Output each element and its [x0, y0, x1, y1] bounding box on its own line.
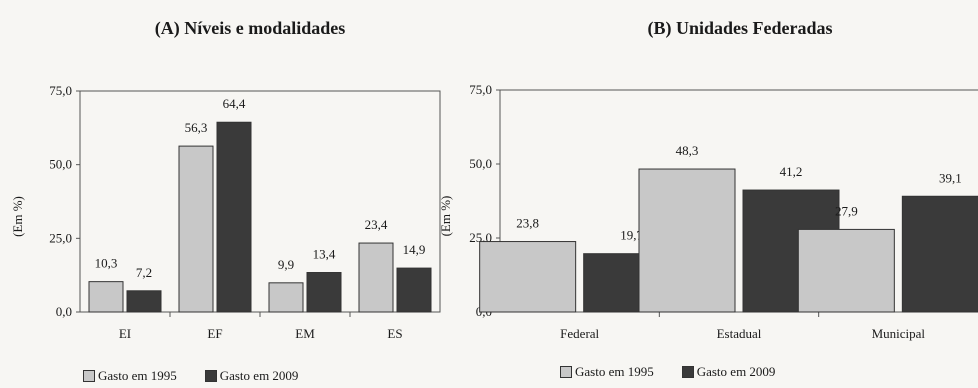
chart-a-title: (A) Níveis e modalidades	[154, 18, 346, 38]
bar-1995	[178, 145, 214, 313]
y-tick-label: 25,0	[49, 230, 72, 245]
y-tick-label: 50,0	[49, 157, 72, 172]
chart-a-legend: Gasto em 1995 Gasto em 2009	[83, 368, 298, 384]
bar-2009	[126, 290, 162, 313]
y-axis-label: (Em %)	[438, 196, 453, 237]
bar-1995	[268, 282, 304, 313]
data-label: 48,3	[676, 143, 699, 158]
chart-b-title: (B) Unidades Federadas	[647, 18, 833, 38]
legend-item-2009: Gasto em 2009	[681, 364, 776, 380]
bar-1995	[358, 242, 394, 313]
legend-item-2009: Gasto em 2009	[204, 368, 299, 384]
y-axis-label: (Em %)	[10, 196, 25, 237]
data-label: 64,4	[223, 96, 246, 111]
bar-1995	[638, 168, 736, 313]
data-label: 39,1	[939, 170, 962, 185]
bar-2009	[306, 272, 342, 313]
y-tick-label: 75,0	[469, 82, 492, 97]
x-tick-label: Municipal	[872, 326, 926, 341]
data-label: 27,9	[835, 203, 858, 218]
bar-2009	[216, 121, 252, 313]
y-tick-label: 0,0	[56, 304, 72, 319]
data-label: 23,4	[365, 217, 388, 232]
data-label: 41,2	[780, 164, 803, 179]
data-label: 14,9	[403, 242, 426, 257]
data-label: 10,3	[95, 256, 118, 271]
legend-swatch-2009	[204, 370, 217, 382]
y-tick-label: 50,0	[469, 156, 492, 171]
data-label: 23,8	[516, 216, 539, 231]
x-tick-label: EM	[295, 326, 315, 341]
data-label: 9,9	[278, 257, 294, 272]
chart-b-legend: Gasto em 1995 Gasto em 2009	[560, 364, 775, 380]
data-label: 7,2	[136, 265, 152, 280]
legend-label-1995: Gasto em 1995	[98, 368, 177, 383]
x-tick-label: ES	[387, 326, 402, 341]
legend-label-2009: Gasto em 2009	[219, 368, 299, 383]
data-label: 13,4	[313, 247, 336, 262]
bar-2009	[396, 267, 432, 313]
x-tick-label: Estadual	[717, 326, 762, 341]
legend-item-1995: Gasto em 1995	[83, 368, 177, 384]
bar-2009	[901, 195, 978, 313]
x-tick-label: Federal	[560, 326, 599, 341]
y-tick-label: 75,0	[49, 83, 72, 98]
bar-1995	[479, 241, 577, 313]
legend-swatch-1995	[560, 366, 572, 378]
legend-label-2009: Gasto em 2009	[696, 364, 776, 379]
data-label: 19,7	[620, 228, 643, 243]
data-label: 56,3	[185, 120, 208, 135]
legend-swatch-2009	[681, 366, 694, 378]
bar-1995	[88, 281, 124, 313]
legend-swatch-1995	[83, 370, 95, 382]
legend-label-1995: Gasto em 1995	[575, 364, 654, 379]
bar-1995	[797, 228, 895, 313]
legend-item-1995: Gasto em 1995	[560, 364, 654, 380]
x-tick-label: EF	[207, 326, 222, 341]
x-tick-label: EI	[119, 326, 131, 341]
